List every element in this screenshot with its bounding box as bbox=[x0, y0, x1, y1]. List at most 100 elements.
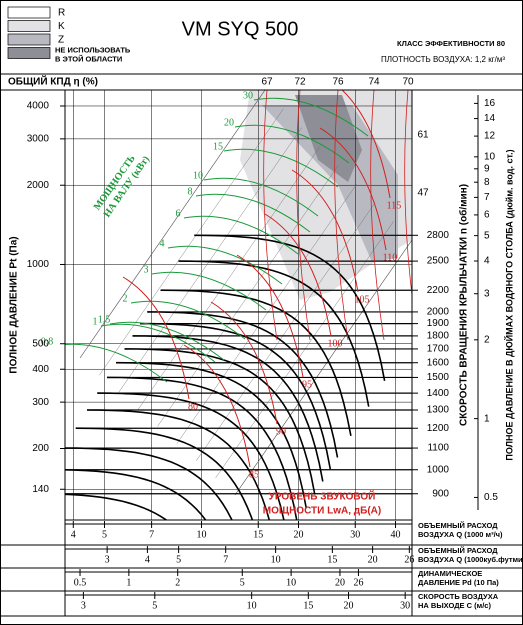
sound-label: 110 bbox=[383, 252, 398, 263]
region-z bbox=[262, 105, 398, 262]
x-tick-label: 10 bbox=[286, 577, 296, 588]
y2-tick-label: 2200 bbox=[427, 285, 450, 296]
efficiency-curve bbox=[296, 90, 311, 341]
x-tick-label: 26 bbox=[353, 577, 363, 588]
x-tick-label: 30 bbox=[350, 529, 360, 540]
air-density: ПЛОТНОСТЬ ВОЗДУХА: 1,2 кг/м³ bbox=[381, 55, 505, 64]
y3-tick-label: 0.5 bbox=[484, 492, 498, 503]
x-tick-label: 7 bbox=[223, 554, 228, 565]
y3-tick-label: 10 bbox=[484, 151, 496, 162]
efficiency-curve bbox=[334, 90, 349, 341]
y-tick-label: 500 bbox=[32, 338, 49, 349]
efficiency-value: 76 bbox=[332, 77, 344, 88]
x-tick-label: 20 bbox=[335, 577, 345, 588]
fan-curve bbox=[147, 311, 339, 458]
y3-tick-label: 1 bbox=[484, 413, 490, 424]
y2-tick-label: 1600 bbox=[427, 357, 450, 368]
x-tick-label: 15 bbox=[253, 529, 263, 540]
y-tick-label: 1000 bbox=[27, 259, 50, 270]
sound-curve bbox=[264, 213, 332, 337]
x-axis-title: ОБЪЕМНЫЙ РАСХОД bbox=[418, 521, 498, 530]
power-curve bbox=[183, 215, 299, 255]
y-tick-label: 140 bbox=[32, 484, 49, 495]
fan-curve bbox=[65, 469, 207, 520]
fan-curve bbox=[65, 447, 233, 520]
legend-label: В ЭТОЙ ОБЛАСТИ bbox=[55, 54, 122, 63]
fan-curve bbox=[86, 409, 271, 520]
x-tick-label: 2 bbox=[175, 577, 180, 588]
x-tick-label: 4 bbox=[71, 529, 76, 540]
power-curve bbox=[234, 124, 350, 164]
y-tick-label: 4000 bbox=[27, 101, 50, 112]
fan-curve bbox=[115, 361, 308, 509]
x-tick-label: 5 bbox=[240, 577, 245, 588]
range-line bbox=[176, 183, 358, 444]
y-tick-label: 2000 bbox=[27, 180, 50, 191]
power-curve bbox=[203, 177, 319, 217]
x-axis-title: ДИНАМИЧЕСКОЕ bbox=[418, 569, 482, 578]
y3-tick-label: 14 bbox=[484, 113, 496, 124]
x-tick-label: 10 bbox=[271, 554, 281, 565]
fan-curve bbox=[75, 427, 254, 520]
efficiency-side: 47 bbox=[417, 188, 429, 199]
x-axis-title: ВОЗДУХА Q (1000куб.футмин) bbox=[418, 555, 523, 564]
y3-tick-label: 16 bbox=[484, 98, 496, 109]
y2-tick-label: 1800 bbox=[427, 331, 450, 342]
y2-tick-label: 1400 bbox=[427, 388, 450, 399]
power-label: 8 bbox=[188, 186, 193, 197]
range-line bbox=[79, 90, 266, 359]
sound-title: МОЩНОСТИ LwA, дБ(A) bbox=[263, 506, 381, 517]
legend-label: R bbox=[58, 8, 65, 19]
plot-area bbox=[65, 90, 412, 520]
range-line bbox=[234, 239, 412, 496]
sound-curve bbox=[183, 344, 251, 468]
x-tick-label: 1 bbox=[126, 577, 131, 588]
power-label: 2 bbox=[123, 293, 128, 304]
power-label: 6 bbox=[176, 208, 181, 219]
fan-curve bbox=[194, 234, 386, 381]
sound-label: 95 bbox=[302, 379, 312, 390]
chart-title: VM SYQ 500 bbox=[182, 18, 299, 40]
legend-label: K bbox=[58, 21, 65, 32]
y3-tick-label: 2 bbox=[484, 334, 490, 345]
efficiency-value: 74 bbox=[368, 77, 380, 88]
sound-label: 115 bbox=[387, 200, 402, 211]
x-tick-label: 5 bbox=[176, 554, 181, 565]
y-tick-label: 200 bbox=[32, 443, 49, 454]
power-curve bbox=[100, 323, 216, 363]
legend-swatch bbox=[7, 6, 51, 19]
x-axis-title: ДАВЛЕНИЕ Pd (10 Па) bbox=[418, 578, 499, 587]
power-label: 20 bbox=[224, 117, 234, 128]
y2-tick-label: 2800 bbox=[427, 230, 450, 241]
y3-tick-label: 12 bbox=[484, 131, 496, 142]
fan-curve bbox=[124, 348, 316, 495]
y-tick-label: 400 bbox=[32, 364, 49, 375]
sound-curve bbox=[210, 301, 278, 425]
y2-tick-label: 1200 bbox=[427, 423, 450, 434]
legend-swatch bbox=[7, 33, 51, 46]
x-tick-label: 7 bbox=[149, 529, 154, 540]
x-tick-label: 10 bbox=[247, 600, 257, 611]
efficiency-label: ОБЩИЙ КПД η (%) bbox=[8, 75, 98, 88]
sound-title: УРОВЕНЬ ЗВУКОВОЙ bbox=[269, 490, 376, 503]
y3-tick-label: 8 bbox=[484, 177, 490, 188]
x-tick-label: 4 bbox=[145, 554, 150, 565]
y3-tick-label: 6 bbox=[484, 210, 490, 221]
x-tick-label: 15 bbox=[327, 554, 337, 565]
sound-label: 100 bbox=[328, 338, 343, 349]
x-tick-label: 10 bbox=[197, 529, 207, 540]
power-label: 15 bbox=[213, 141, 223, 152]
sound-curve bbox=[291, 169, 359, 293]
sound-curve bbox=[122, 276, 190, 400]
power-label: 3 bbox=[144, 264, 149, 275]
y2-tick-label: 2500 bbox=[427, 256, 450, 267]
y2-axis-title: СКОРОСТЬ ВРАЩЕНИЯ КРЫЛЬЧАТКИ n (об/мин) bbox=[458, 184, 470, 426]
efficiency-curve bbox=[263, 90, 278, 341]
sound-label: 90 bbox=[276, 426, 286, 437]
power-curve bbox=[151, 271, 267, 311]
x-tick-label: 0.5 bbox=[74, 577, 87, 588]
power-curve bbox=[130, 300, 246, 340]
y-tick-label: 3000 bbox=[27, 134, 50, 145]
sound-label: 80 bbox=[188, 401, 198, 412]
efficiency-value: 70 bbox=[402, 77, 414, 88]
